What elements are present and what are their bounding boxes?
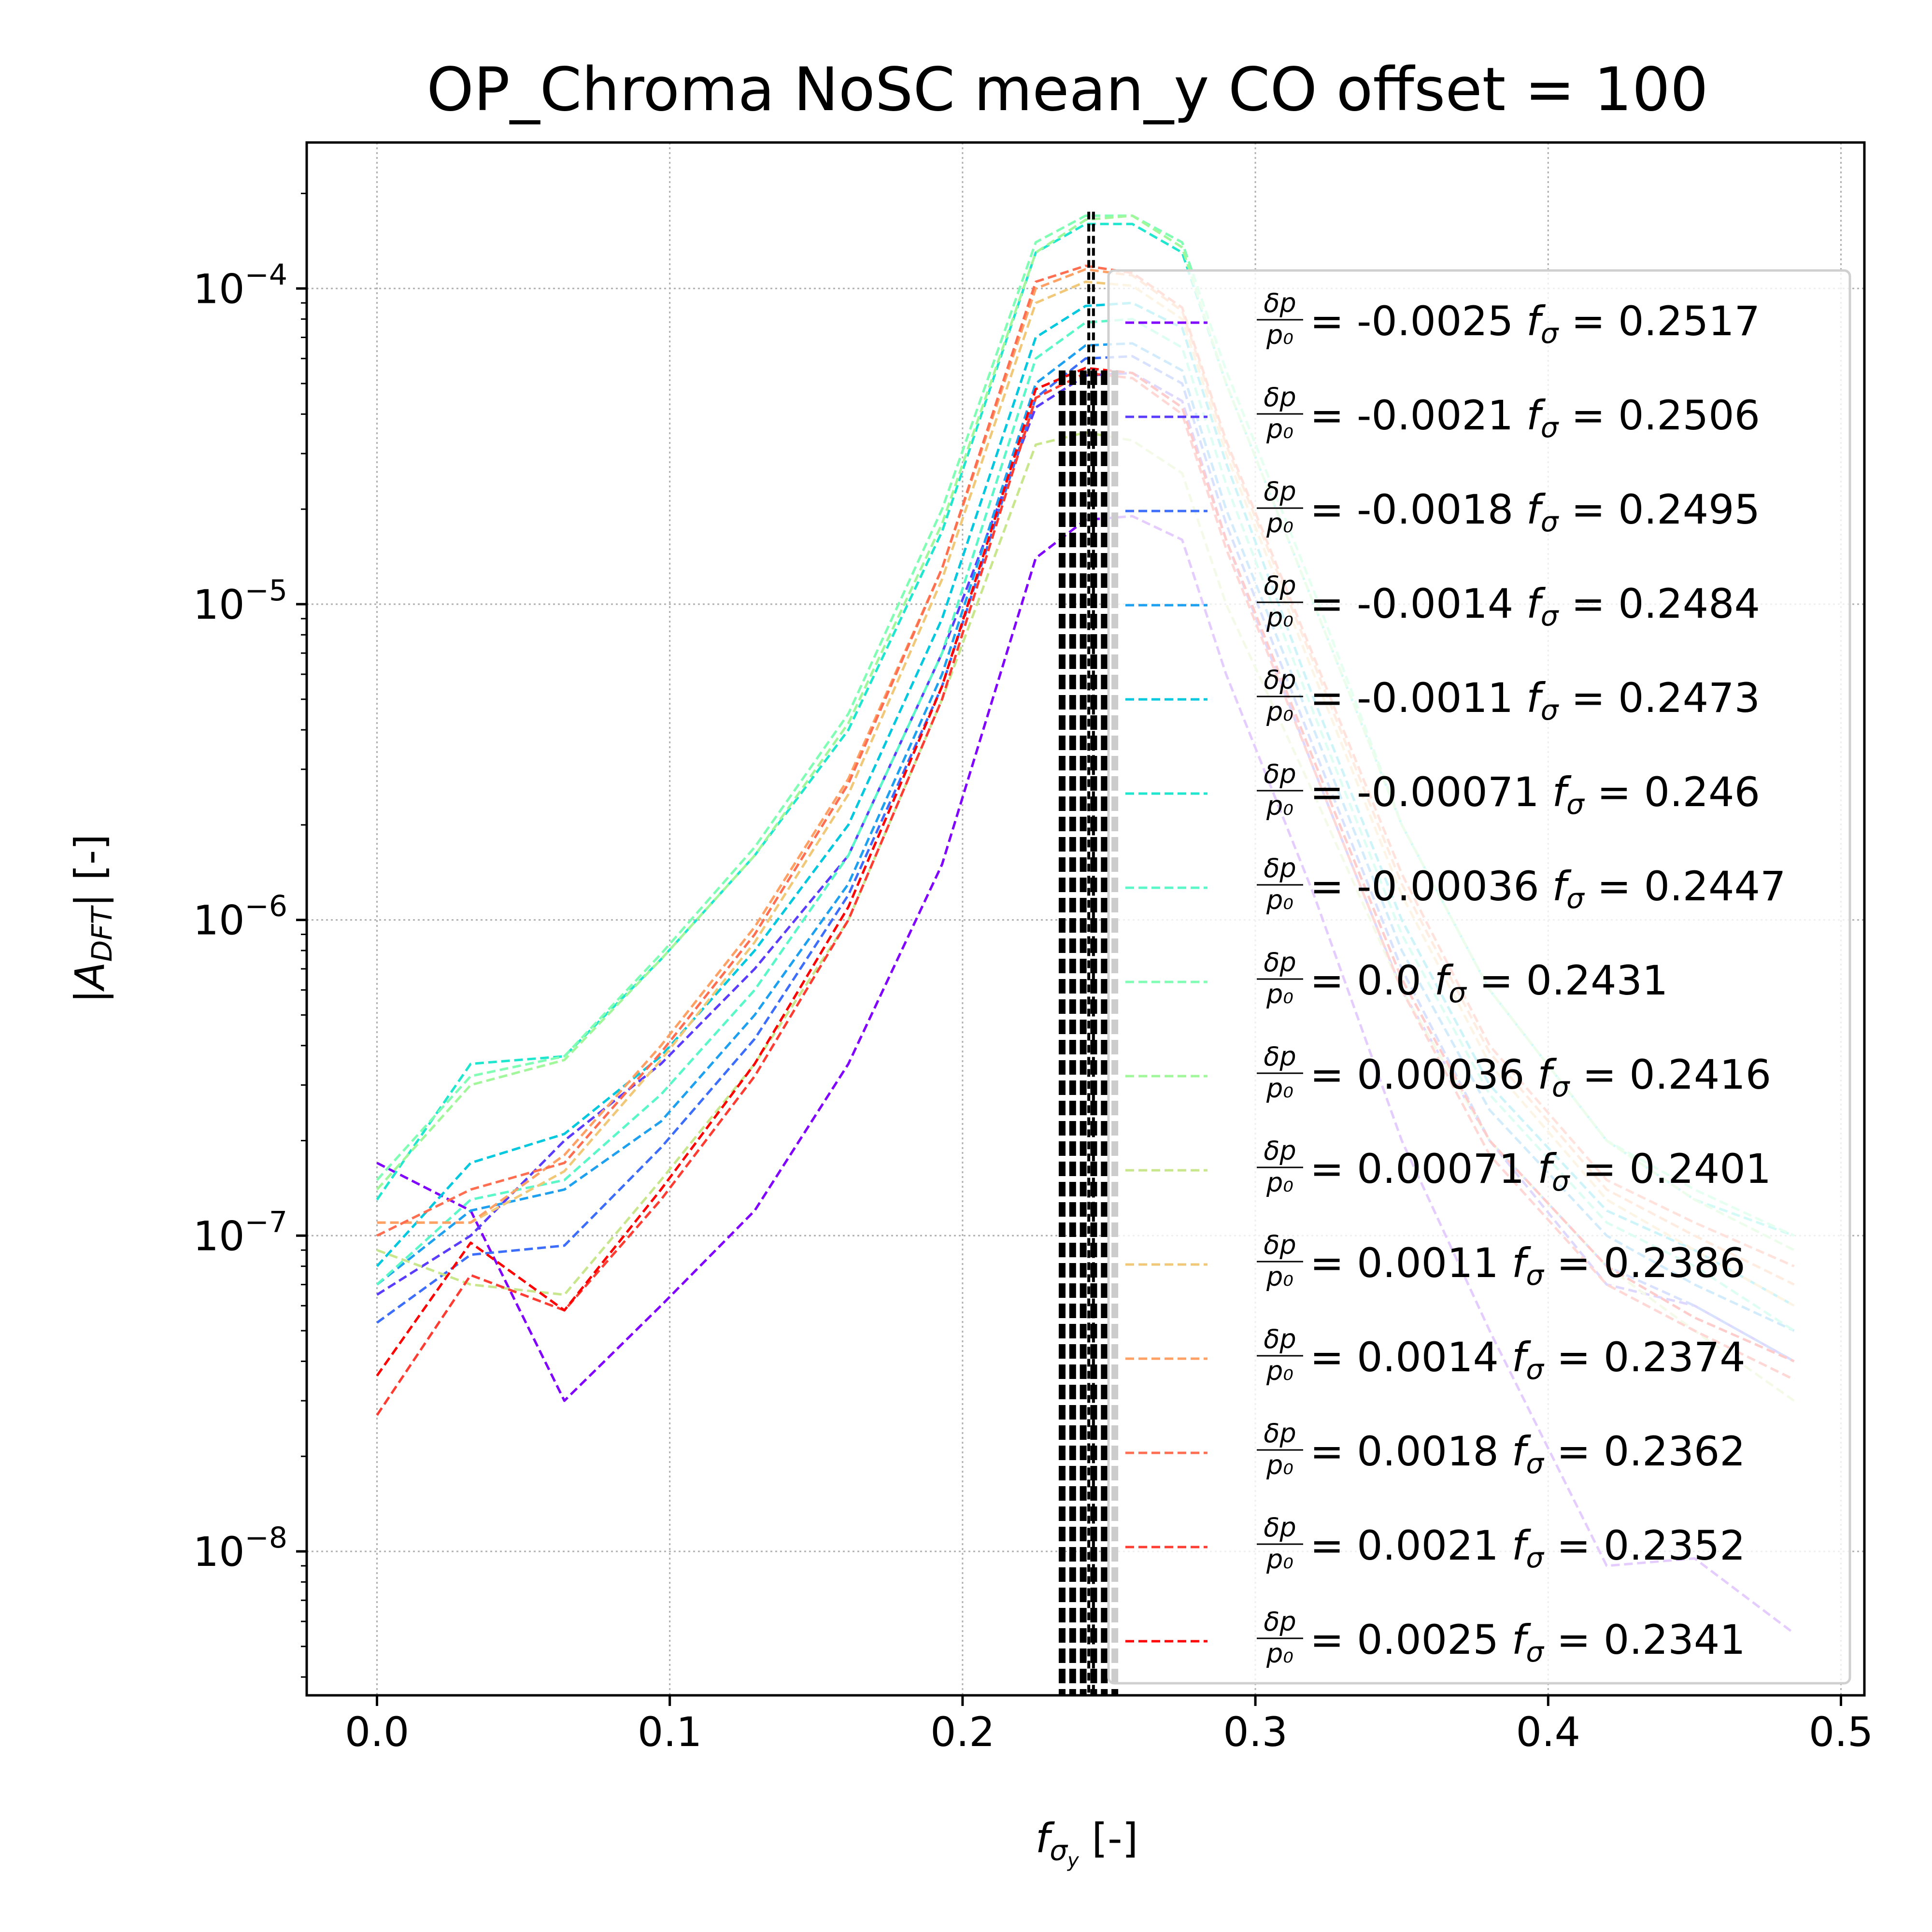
legend-fraction-num: δp [1264, 665, 1296, 695]
legend-fraction-den: p₀ [1266, 696, 1293, 727]
legend-fraction-num: δp [1264, 382, 1296, 412]
legend-label-12: = 0.0018 fσ = 0.2362 [1310, 1428, 1746, 1480]
legend-label-11: = 0.0014 fσ = 0.2374 [1310, 1334, 1746, 1386]
legend-label-14: = 0.0025 fσ = 0.2341 [1310, 1616, 1746, 1668]
legend-label-0: = -0.0025 fσ = 0.2517 [1310, 298, 1760, 350]
legend-fraction-den: p₀ [1266, 885, 1293, 915]
legend-fraction-den: p₀ [1266, 508, 1293, 539]
y-axis-label: |ADFT| [-] [66, 834, 118, 1003]
y-tick-label: 10−5 [193, 574, 287, 628]
x-tick-label: 0.3 [1223, 1708, 1288, 1756]
legend-label-4: = -0.0011 fσ = 0.2473 [1310, 674, 1760, 726]
x-tick-label: 0.2 [930, 1708, 995, 1756]
legend-fraction-den: p₀ [1266, 979, 1293, 1009]
svg-text:fσy [-]: fσy [-] [1036, 1815, 1138, 1872]
legend-fraction-den: p₀ [1266, 1450, 1293, 1480]
legend-fraction-den: p₀ [1266, 1073, 1293, 1104]
y-tick-label: 10−4 [193, 258, 287, 313]
x-axis-label: fσy [-] [1036, 1815, 1138, 1872]
legend-fraction-num: δp [1264, 1230, 1296, 1260]
legend-fraction-den: p₀ [1266, 602, 1293, 633]
legend-label-6: = -0.00036 fσ = 0.2447 [1310, 863, 1786, 915]
legend-box [1107, 269, 1851, 1685]
legend-label-9: = 0.00071 fσ = 0.2401 [1310, 1145, 1771, 1197]
legend-label-13: = 0.0021 fσ = 0.2352 [1310, 1522, 1746, 1574]
legend-fraction-num: δp [1264, 853, 1296, 883]
legend-fraction-num: δp [1264, 570, 1296, 601]
legend-fraction-den: p₀ [1266, 1638, 1293, 1669]
y-tick-label: 10−6 [193, 890, 287, 944]
legend-fraction-den: p₀ [1266, 320, 1293, 350]
legend-fraction-num: δp [1264, 1418, 1296, 1449]
legend-fraction-num: δp [1264, 1136, 1296, 1166]
legend-label-5: = -0.00071 fσ = 0.246 [1310, 768, 1760, 821]
legend-label-1: = -0.0021 fσ = 0.2506 [1310, 392, 1760, 444]
legend-fraction-den: p₀ [1266, 414, 1293, 444]
legend-label-8: = 0.00036 fσ = 0.2416 [1310, 1051, 1771, 1103]
legend-fraction-den: p₀ [1266, 1167, 1293, 1198]
svg-text:|ADFT| [-]: |ADFT| [-] [66, 834, 118, 1003]
legend-fraction-num: δp [1264, 288, 1296, 318]
legend-fraction-num: δp [1264, 759, 1296, 789]
axis-ticks: 0.0 0.1 0.2 0.3 0.4 0.5 10−4 10−5 10−6 10−7 10−8 [193, 192, 1874, 1756]
legend-label-7: = 0.0 fσ = 0.2431 [1310, 957, 1668, 1009]
legend-fraction-den: p₀ [1266, 791, 1293, 821]
legend-fraction-num: δp [1264, 1606, 1296, 1637]
x-tick-label: 0.4 [1516, 1708, 1581, 1756]
chart-title: OP_Chroma NoSC mean_y CO offset = 100 [426, 55, 1708, 125]
legend-fraction-den: p₀ [1266, 1356, 1293, 1386]
series-line-7 [376, 214, 1795, 1237]
y-tick-label: 10−7 [193, 1205, 287, 1260]
legend-fraction-num: δp [1264, 1512, 1296, 1543]
legend-fraction-num: δp [1264, 947, 1296, 978]
y-tick-label: 10−8 [193, 1521, 287, 1576]
legend-label-10: = 0.0011 fσ = 0.2386 [1310, 1239, 1746, 1292]
legend-fraction-den: p₀ [1266, 1544, 1293, 1575]
series-line-8 [376, 214, 1795, 1251]
legend-fraction-num: δp [1264, 1324, 1296, 1354]
series-line-9 [376, 431, 1795, 1402]
x-tick-label: 0.1 [638, 1708, 702, 1756]
legend-label-3: = -0.0014 fσ = 0.2484 [1310, 580, 1760, 632]
legend-label-2: = -0.0018 fσ = 0.2495 [1310, 486, 1760, 538]
legend-fraction-num: δp [1264, 1041, 1296, 1072]
x-tick-label: 0.0 [345, 1708, 410, 1756]
x-tick-label: 0.5 [1809, 1708, 1874, 1756]
legend-fraction-den: p₀ [1266, 1262, 1293, 1292]
legend-fraction-num: δp [1264, 476, 1296, 507]
